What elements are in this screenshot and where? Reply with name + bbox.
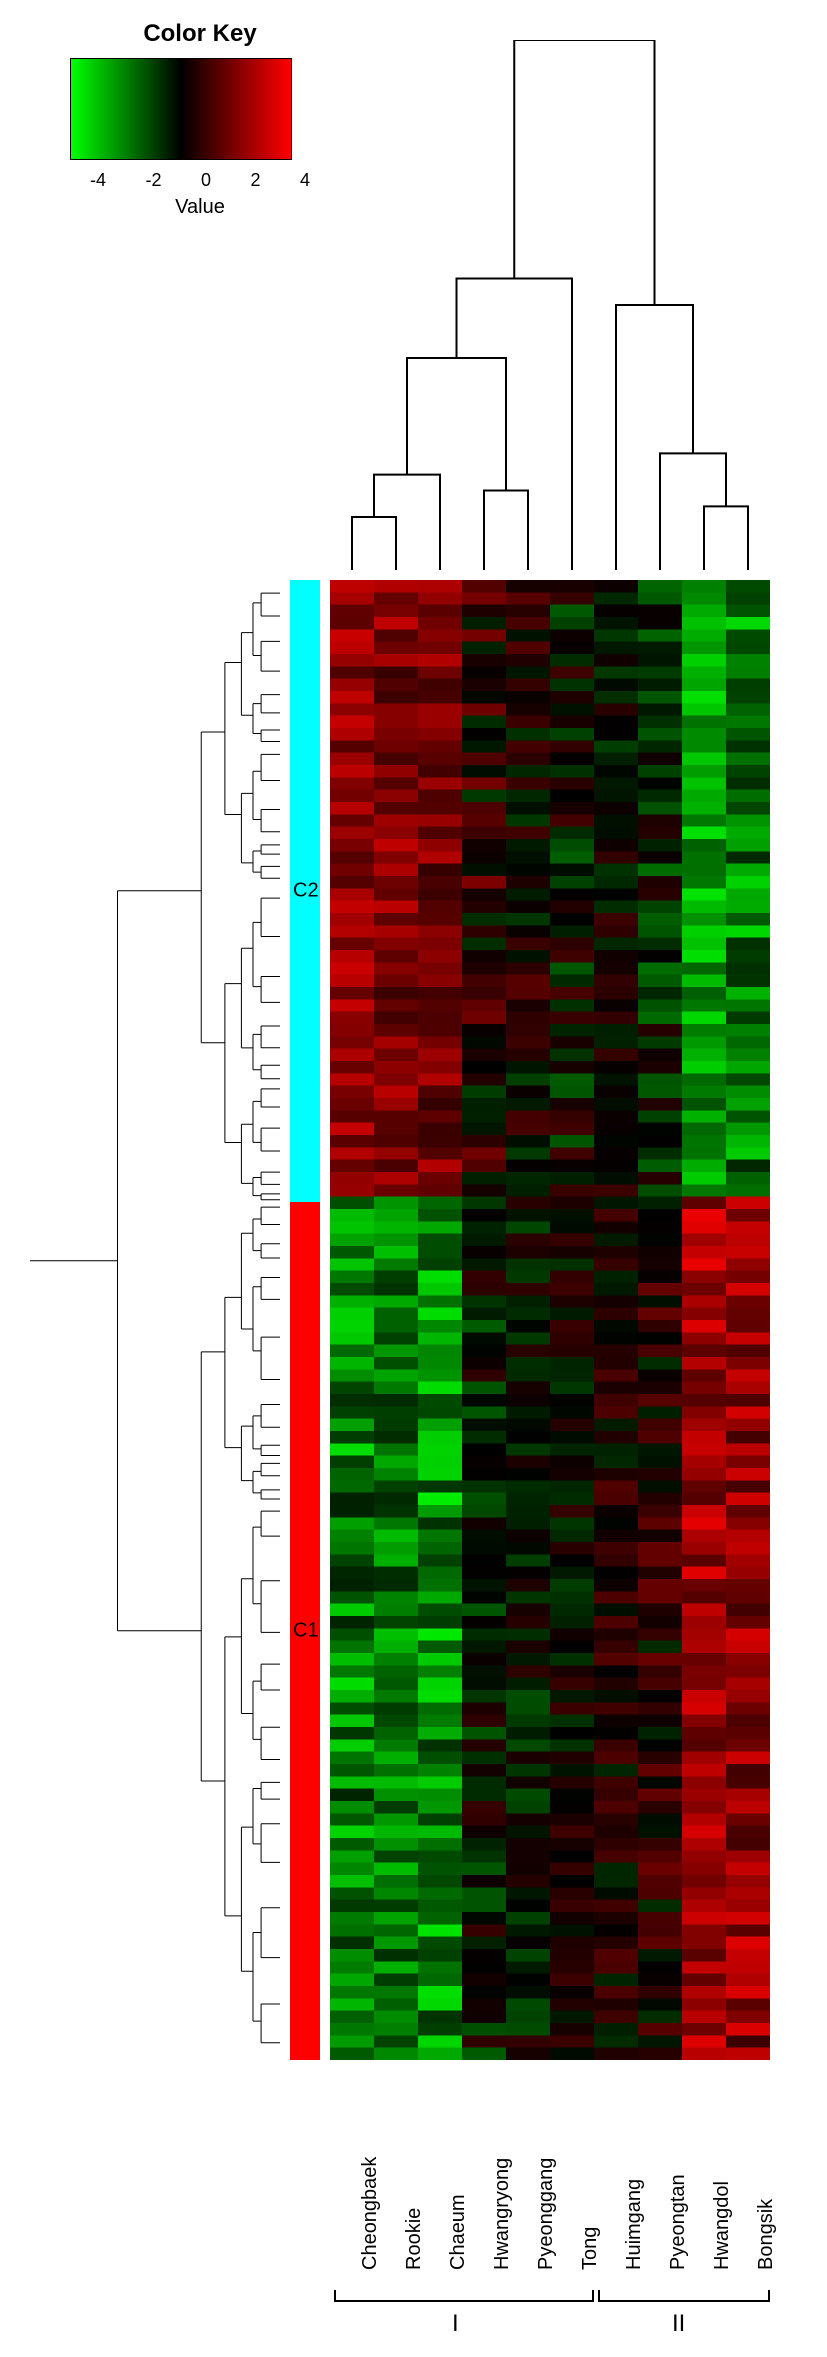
group-label: II — [672, 2310, 685, 2338]
column-label: Pyeongtan — [667, 2174, 690, 2270]
column-label: Hwangryong — [491, 2158, 514, 2270]
column-label: Tong — [579, 2227, 602, 2270]
color-key-tick: 2 — [250, 170, 260, 191]
column-label: Chaeum — [447, 2194, 470, 2270]
heatmap — [330, 580, 770, 2060]
row-dendrogram — [30, 580, 280, 2060]
color-key-value-label: Value — [70, 196, 330, 219]
column-label: Hwangdol — [711, 2181, 734, 2270]
row-cluster-bar — [290, 580, 320, 2060]
cluster-label: C2 — [293, 879, 319, 902]
column-dendrogram — [330, 40, 770, 570]
group-bracket — [598, 2290, 770, 2302]
column-label: Huimgang — [623, 2179, 646, 2270]
group-bracket — [334, 2290, 594, 2302]
color-key-gradient — [70, 58, 292, 160]
color-key-tick: 0 — [201, 170, 211, 191]
color-key-title: Color Key — [70, 20, 330, 48]
color-key: Color Key -4 -2 0 2 4 Value — [70, 20, 330, 219]
group-label: I — [452, 2310, 459, 2338]
column-labels: Cheongbaek Rookie Chaeum Hwangryong Pyeongga… — [330, 2070, 770, 2290]
color-key-tick: 4 — [300, 170, 310, 191]
color-key-tick: -4 — [90, 170, 106, 191]
column-label: Cheongbaek — [359, 2157, 382, 2270]
color-key-tick: -2 — [145, 170, 161, 191]
column-label: Pyeonggang — [535, 2158, 558, 2270]
column-label: Bongsik — [755, 2199, 778, 2270]
color-key-ticks: -4 -2 0 2 4 — [90, 170, 310, 191]
cluster-label: C1 — [293, 1619, 319, 1642]
column-label: Rookie — [403, 2208, 426, 2270]
